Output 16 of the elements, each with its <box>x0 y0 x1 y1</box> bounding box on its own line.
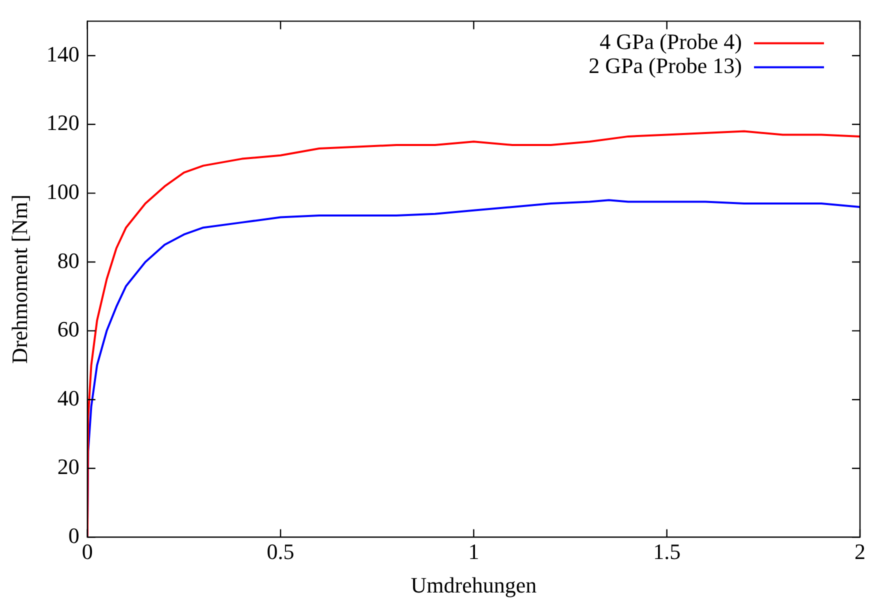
y-tick-label: 40 <box>57 385 80 410</box>
legend-label: 2 GPa (Probe 13) <box>588 52 742 78</box>
x-tick-label: 2 <box>854 539 866 564</box>
y-tick-label: 20 <box>57 454 80 480</box>
y-tick-label: 140 <box>46 41 80 66</box>
x-axis-title: Umdrehungen <box>410 572 537 598</box>
y-tick-label: 0 <box>68 522 80 548</box>
y-tick-label: 120 <box>46 110 80 136</box>
legend-label: 4 GPa (Probe 4) <box>600 28 742 54</box>
x-tick-label: 1 <box>468 539 480 564</box>
x-tick-label: 0.5 <box>266 539 294 564</box>
x-tick-label: 1.5 <box>653 539 681 564</box>
y-tick-label: 60 <box>57 316 80 342</box>
y-tick-label: 100 <box>46 178 80 204</box>
y-tick-label: 80 <box>57 248 80 273</box>
y-axis-title: Drehmoment [Nm] <box>6 194 32 364</box>
